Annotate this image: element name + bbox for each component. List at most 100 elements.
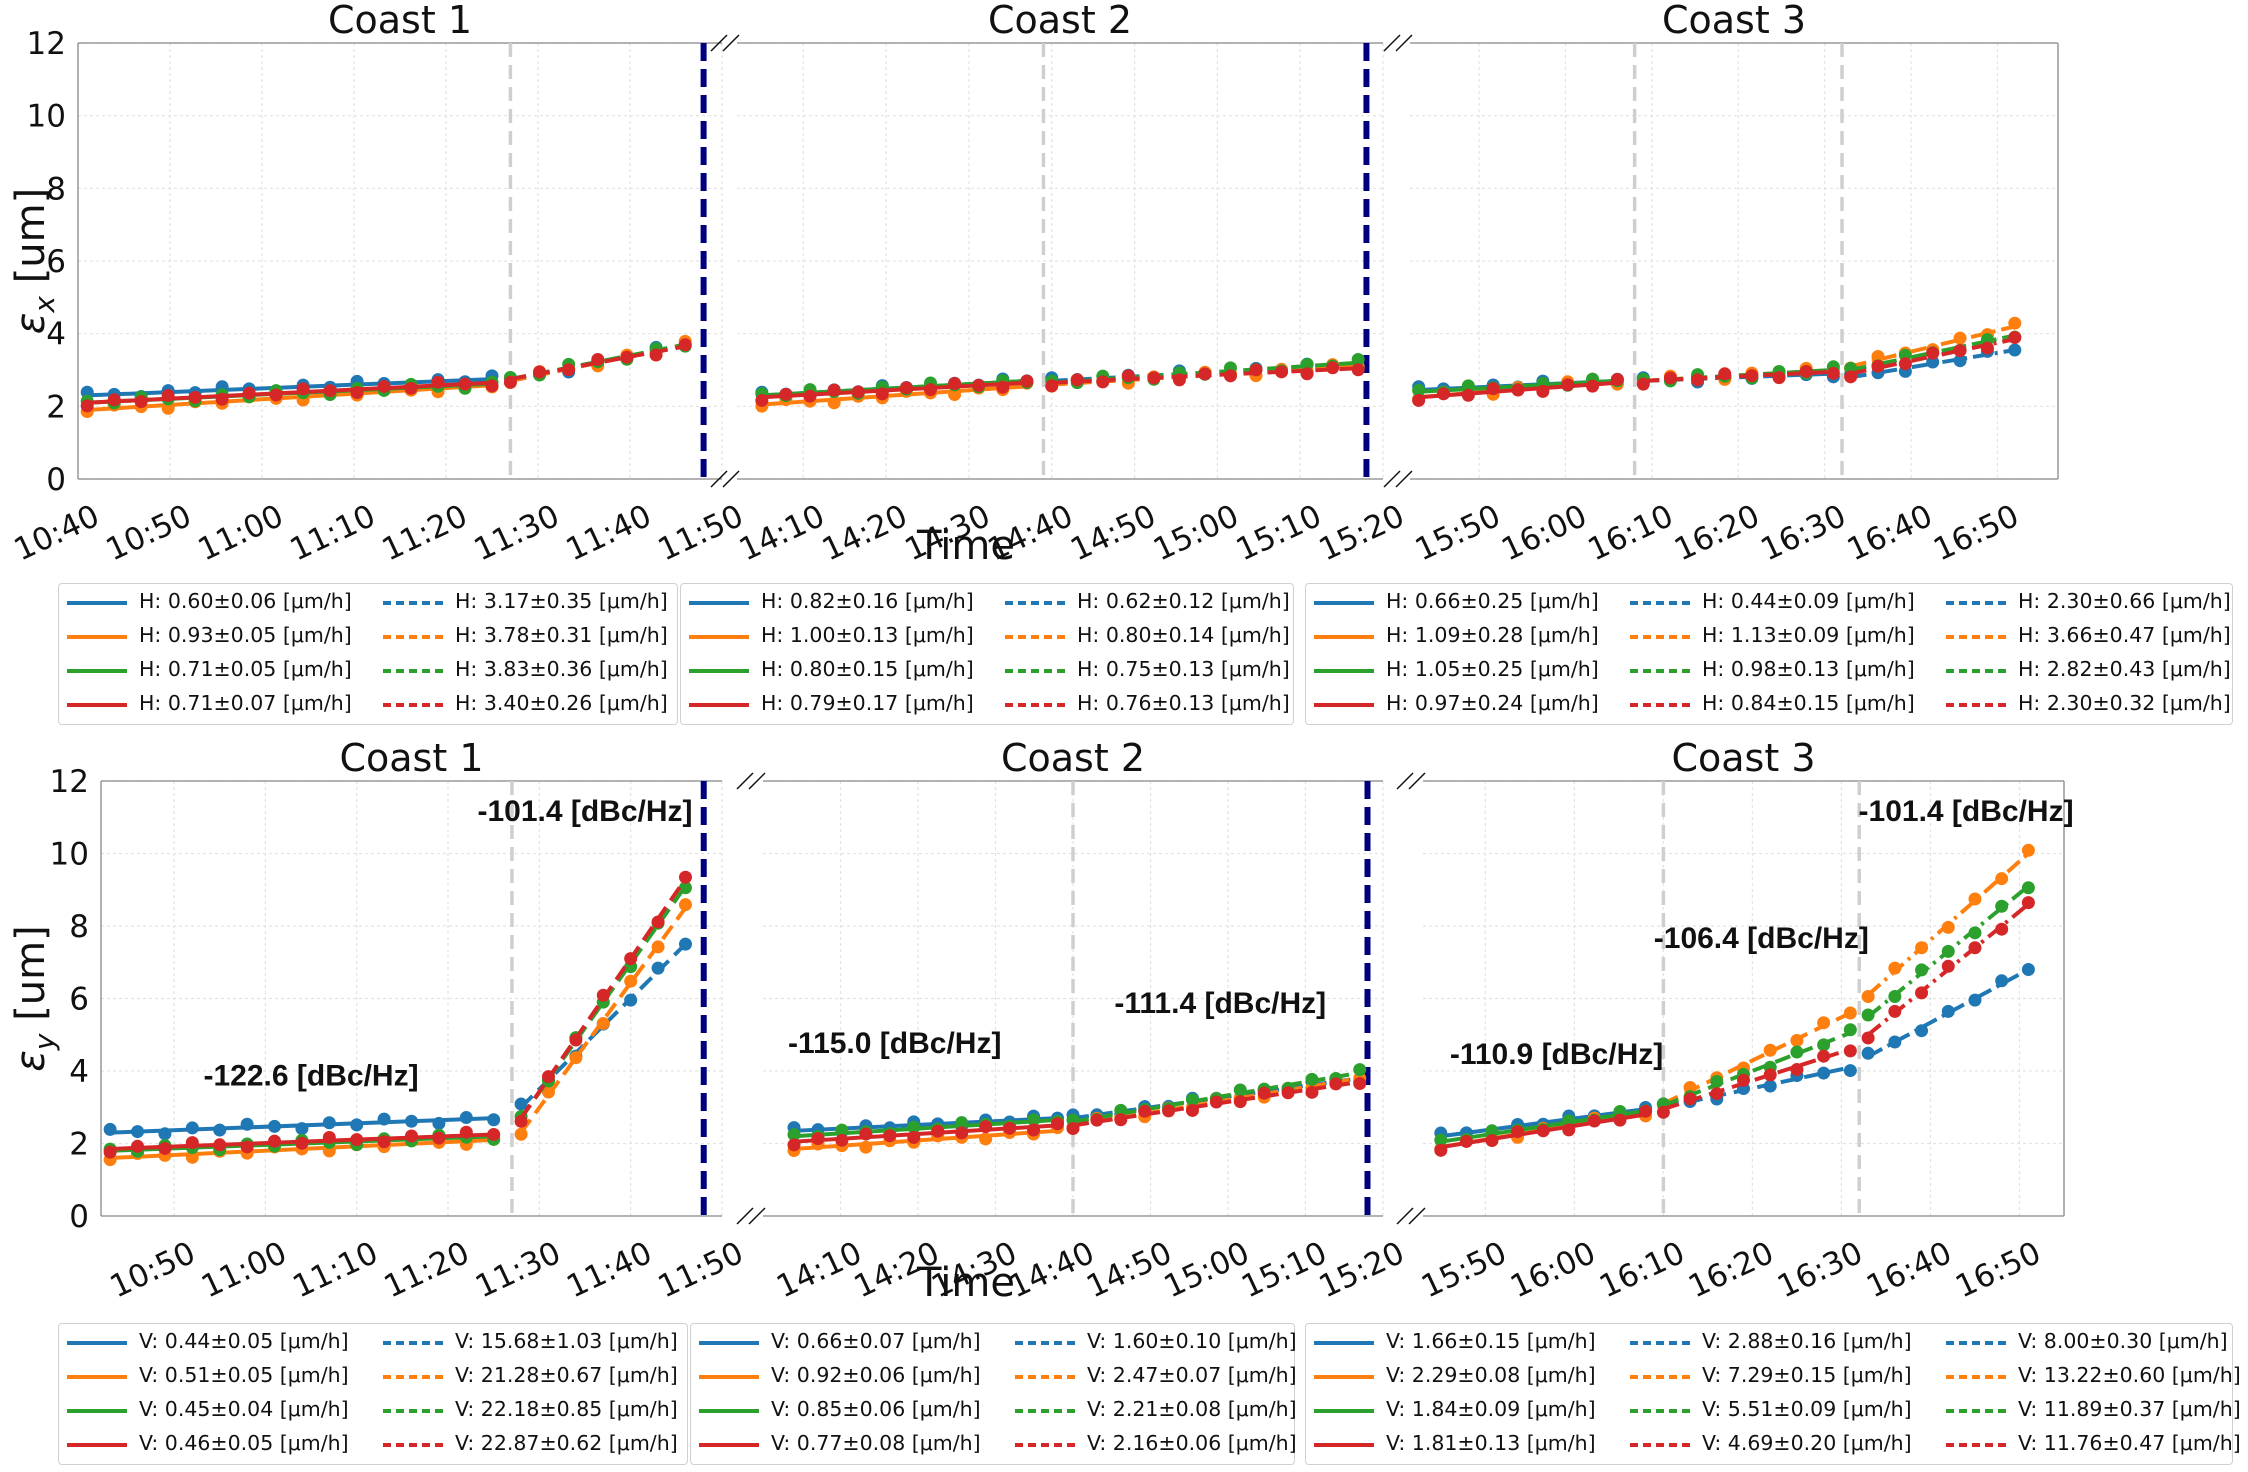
axis-break-mark <box>710 34 728 52</box>
legend-line-swatch <box>699 1409 759 1413</box>
data-point <box>1561 378 1575 392</box>
legend-label: V: 22.87±0.62 [μm/h] <box>455 1431 678 1455</box>
legend-line-swatch <box>1314 1375 1374 1379</box>
y-tick-label: 0 <box>46 462 66 498</box>
coast-2-axes: Coast 214:1014:2014:3014:4014:5015:0015:… <box>736 736 1410 1305</box>
data-point <box>185 1136 199 1150</box>
data-point <box>1436 387 1450 401</box>
legend-line-swatch <box>383 1409 443 1413</box>
data-point <box>787 1128 801 1142</box>
data-point <box>1586 379 1600 393</box>
panel-horizontal: Coast 110:4010:5011:0011:1011:2011:3011:… <box>8 0 2059 569</box>
coast-2-axes: Coast 214:1014:2014:3014:4014:5015:0015:… <box>710 0 1410 568</box>
legend-label: V: 2.16±0.06 [μm/h] <box>1087 1431 1297 1455</box>
legend-line-swatch <box>1946 601 2006 605</box>
data-point <box>1138 1104 1152 1118</box>
x-tick-label: 11:40 <box>561 498 657 568</box>
data-point <box>1305 1085 1319 1099</box>
legend-label: V: 2.47±0.07 [μm/h] <box>1087 1363 1297 1387</box>
data-point <box>514 1127 528 1141</box>
legend-label: V: 1.81±0.13 [μm/h] <box>1386 1431 1596 1455</box>
data-point <box>1995 899 2009 913</box>
data-point <box>2021 963 2035 976</box>
legend-coast-1: H: 0.60±0.06 [μm/h] H: 0.93±0.05 [μm/h] H:… <box>58 583 678 725</box>
x-tick-label: 11:10 <box>285 498 381 568</box>
legend-label: V: 0.45±0.04 [μm/h] <box>139 1397 349 1421</box>
data-point <box>835 1133 849 1147</box>
x-tick-label: 14:50 <box>1065 498 1161 568</box>
x-tick-label: 16:40 <box>1861 1235 1957 1305</box>
data-point <box>1968 993 1982 1007</box>
data-point <box>1172 373 1186 387</box>
x-tick-label: 11:50 <box>653 1235 749 1305</box>
data-point <box>1511 1125 1525 1139</box>
data-point <box>755 393 769 407</box>
legend-label: H: 3.17±0.35 [μm/h] <box>455 589 668 613</box>
data-point <box>2008 343 2022 357</box>
legend-line-swatch <box>67 703 127 707</box>
data-point <box>1485 1124 1499 1138</box>
data-point <box>1861 989 1875 1003</box>
data-point <box>1536 384 1550 398</box>
legend-label: H: 3.66±0.47 [μm/h] <box>2018 623 2231 647</box>
data-point <box>787 1138 801 1152</box>
data-point <box>1817 1049 1831 1063</box>
data-point <box>295 1136 309 1150</box>
legend-line-swatch <box>689 669 749 673</box>
legend-label: V: 7.29±0.15 [μm/h] <box>1702 1363 1912 1387</box>
data-point <box>1953 331 1967 345</box>
data-point <box>827 396 841 410</box>
data-point <box>1861 1031 1875 1045</box>
data-point <box>1326 361 1340 375</box>
data-point <box>405 1129 418 1143</box>
data-point <box>1968 926 1982 940</box>
legend-line-swatch <box>1314 1409 1374 1413</box>
legend-line-swatch <box>383 1375 443 1379</box>
data-point <box>296 382 310 396</box>
data-point <box>1412 393 1426 407</box>
data-point <box>80 399 94 413</box>
data-point <box>1351 353 1365 367</box>
legend-line-swatch <box>1630 669 1690 673</box>
x-tick-label: 11:50 <box>653 498 749 568</box>
data-point <box>2021 881 2035 895</box>
legend-line-swatch <box>383 635 443 639</box>
data-point <box>979 1120 993 1134</box>
data-point <box>1790 1063 1804 1077</box>
legend-line-swatch <box>1314 703 1374 707</box>
data-point <box>1096 375 1110 389</box>
axis-break-mark <box>710 470 728 488</box>
legend-label: V: 1.60±0.10 [μm/h] <box>1087 1329 1297 1353</box>
data-point <box>432 1116 446 1130</box>
axis-break-mark <box>1396 1207 1414 1225</box>
data-point <box>103 1122 117 1136</box>
data-point <box>1486 382 1500 396</box>
data-point <box>651 940 665 954</box>
data-point <box>1843 1023 1857 1037</box>
y-tick-label: 10 <box>27 99 66 135</box>
data-point <box>1826 366 1840 380</box>
data-point <box>931 1124 945 1138</box>
legend-label: V: 0.51±0.05 [μm/h] <box>139 1363 349 1387</box>
data-point <box>295 1122 309 1136</box>
data-point <box>1613 1113 1627 1127</box>
data-point <box>485 379 499 393</box>
y-tick-label: 4 <box>46 317 66 353</box>
data-point <box>649 348 663 362</box>
legend-label: V: 13.22±0.60 [μm/h] <box>2018 1363 2241 1387</box>
data-point <box>596 988 610 1002</box>
series-line <box>87 383 493 412</box>
legend-line-swatch <box>67 635 127 639</box>
data-point <box>1718 367 1732 381</box>
data-point <box>1995 872 2009 886</box>
data-point <box>323 384 337 398</box>
legend-line-swatch <box>1630 1375 1690 1379</box>
data-point <box>1888 1004 1902 1018</box>
data-point <box>624 952 638 966</box>
x-tick-label: 16:30 <box>1772 1235 1868 1305</box>
y-tick-label: 12 <box>27 26 66 62</box>
legend-line-swatch <box>1314 1341 1374 1345</box>
coast-1-axes: Coast 110:4010:5011:0011:1011:2011:3011:… <box>9 0 749 568</box>
y-tick-label: 12 <box>50 764 89 800</box>
data-point <box>1953 354 1967 368</box>
